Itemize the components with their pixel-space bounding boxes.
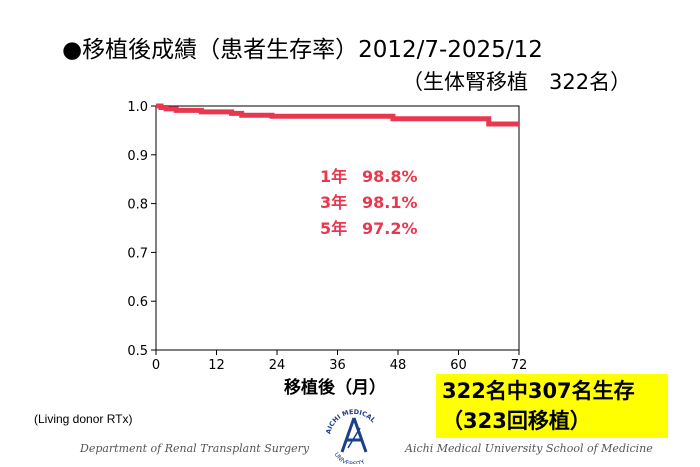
survival-rates: 1年 98.8% 3年 98.1% 5年 97.2% xyxy=(320,164,418,242)
page-title: ●移植後成績（患者生存率）2012/7-2025/12 xyxy=(62,37,543,63)
y-tick-label: 0.6 xyxy=(127,295,148,310)
x-axis-label: 移植後（月） xyxy=(284,378,386,398)
x-tick-label: 0 xyxy=(152,358,160,373)
x-tick-label: 72 xyxy=(511,358,528,373)
rate-year-label: 3年 xyxy=(320,193,348,212)
rate-value: 98.1% xyxy=(362,193,418,212)
rate-row-5yr: 5年 97.2% xyxy=(320,216,418,242)
callout-line-1: 322名中307名生存 xyxy=(442,379,635,403)
rate-value: 98.8% xyxy=(362,167,418,186)
survivor-callout: 322名中307名生存 （323回移植） xyxy=(436,374,668,438)
callout-line-2: （323回移植） xyxy=(442,409,591,433)
department-footer: Department of Renal Transplant Surgery xyxy=(80,442,310,455)
page-subtitle: （生体腎移植 322名） xyxy=(402,70,632,94)
svg-text:UNIVERSITY: UNIVERSITY xyxy=(333,451,367,464)
x-tick-label: 36 xyxy=(329,358,346,373)
university-logo-icon: AICHI MEDICAL UNIVERSITY xyxy=(324,408,377,464)
y-tick-label: 0.9 xyxy=(127,149,148,164)
y-tick-label: 0.8 xyxy=(127,198,148,213)
rate-row-1yr: 1年 98.8% xyxy=(320,164,418,190)
rate-row-3yr: 3年 98.1% xyxy=(320,190,418,216)
rate-value: 97.2% xyxy=(362,219,418,238)
living-donor-note: (Living donor RTx) xyxy=(34,412,133,426)
rate-year-label: 1年 xyxy=(320,167,348,186)
x-tick-label: 12 xyxy=(208,358,225,373)
x-tick-label: 48 xyxy=(390,358,407,373)
x-tick-label: 60 xyxy=(450,358,467,373)
x-tick-label: 24 xyxy=(269,358,286,373)
survival-curve xyxy=(156,103,519,127)
rate-year-label: 5年 xyxy=(320,219,348,238)
university-footer: Aichi Medical University School of Medic… xyxy=(405,442,653,455)
y-tick-label: 0.5 xyxy=(127,344,148,359)
y-tick-label: 0.7 xyxy=(127,246,148,261)
y-tick-label: 1.0 xyxy=(127,100,148,115)
survival-chart: 0 12 24 36 48 60 72 0.5 0.6 0.7 0.8 0.9 1.0 xyxy=(127,100,528,373)
